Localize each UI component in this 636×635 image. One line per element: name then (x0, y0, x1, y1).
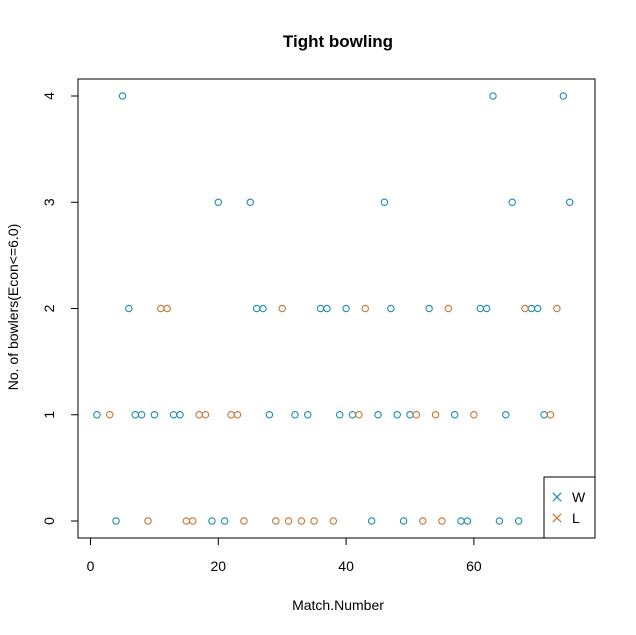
x-tick-label: 60 (466, 558, 482, 574)
point-W (220, 517, 229, 525)
y-tick-label: 1 (41, 411, 57, 419)
point-L (163, 304, 171, 313)
point-W (508, 198, 516, 207)
point-L (310, 517, 318, 525)
point-L (297, 517, 306, 525)
point-W (387, 304, 395, 313)
point-W (252, 304, 261, 313)
point-L (553, 304, 561, 313)
point-W (150, 410, 159, 419)
x-tick-label: 20 (211, 558, 227, 574)
point-W (540, 410, 548, 419)
legend-box (543, 476, 596, 539)
point-L (272, 517, 280, 525)
point-W (425, 304, 433, 313)
legend-label-W: W (572, 489, 586, 505)
point-L (329, 517, 338, 525)
point-W (342, 304, 350, 313)
point-W (463, 517, 472, 525)
chart-title: Tight bowling (283, 32, 393, 51)
point-L (361, 304, 370, 313)
point-W (335, 410, 344, 419)
point-W (137, 410, 146, 419)
point-W (534, 304, 542, 313)
legend: WL (543, 476, 596, 539)
y-axis-label: No. of bowlers(Econ<=6.0) (5, 224, 21, 391)
y-tick-label: 2 (41, 304, 57, 312)
point-W (489, 92, 497, 100)
point-L (105, 410, 114, 419)
point-L (546, 410, 555, 419)
x-axis: 0 20 40 60 (87, 537, 482, 574)
y-tick-label: 0 (41, 517, 57, 525)
point-W (399, 517, 408, 525)
point-W (393, 410, 401, 419)
y-axis: 0 1 2 3 4 (41, 92, 79, 525)
legend-marker-W (552, 492, 562, 502)
point-L (444, 304, 453, 313)
point-L (412, 410, 421, 419)
point-W (291, 410, 299, 419)
point-L (201, 410, 210, 419)
point-W (457, 517, 465, 525)
point-L (355, 410, 363, 419)
point-W (131, 410, 139, 419)
point-L (438, 517, 446, 525)
point-W (323, 304, 331, 313)
point-W (118, 92, 127, 100)
point-L (144, 517, 152, 525)
point-W (527, 304, 536, 313)
point-W (259, 304, 267, 313)
point-L (233, 410, 242, 419)
point-W (112, 517, 120, 525)
point-W (316, 304, 325, 313)
point-L (157, 304, 165, 313)
legend-marker-L (552, 513, 562, 523)
point-W (176, 410, 184, 419)
point-L (195, 410, 203, 419)
point-W (482, 304, 491, 313)
plot-frame (77, 78, 596, 539)
point-L (278, 304, 286, 313)
point-W (367, 517, 376, 525)
point-W (214, 198, 223, 207)
point-W (265, 410, 274, 419)
point-L (188, 517, 197, 525)
point-W (125, 304, 133, 313)
point-W (476, 304, 485, 313)
point-W (406, 410, 414, 419)
y-tick-label: 4 (41, 92, 57, 100)
point-L (419, 517, 427, 525)
y-tick-label: 3 (41, 198, 57, 206)
point-W (380, 198, 389, 207)
x-tick-label: 40 (338, 558, 354, 574)
point-W (246, 198, 254, 207)
point-W (502, 410, 510, 419)
point-L (521, 304, 529, 313)
x-axis-label: Match.Number (292, 597, 384, 613)
point-W (169, 410, 178, 419)
point-L (240, 517, 248, 525)
x-tick-label: 0 (87, 558, 95, 574)
point-W (565, 198, 574, 207)
point-W (514, 517, 523, 525)
point-L (182, 517, 191, 525)
point-W (559, 92, 568, 100)
point-W (208, 517, 216, 525)
point-W (374, 410, 382, 419)
point-W (303, 410, 312, 419)
point-W (495, 517, 504, 525)
data-points (93, 92, 574, 525)
point-W (348, 410, 357, 419)
point-L (284, 517, 293, 525)
point-L (470, 410, 478, 419)
point-W (93, 410, 101, 419)
point-W (450, 410, 459, 419)
point-L (227, 410, 235, 419)
point-L (431, 410, 440, 419)
legend-label-L: L (572, 510, 580, 526)
